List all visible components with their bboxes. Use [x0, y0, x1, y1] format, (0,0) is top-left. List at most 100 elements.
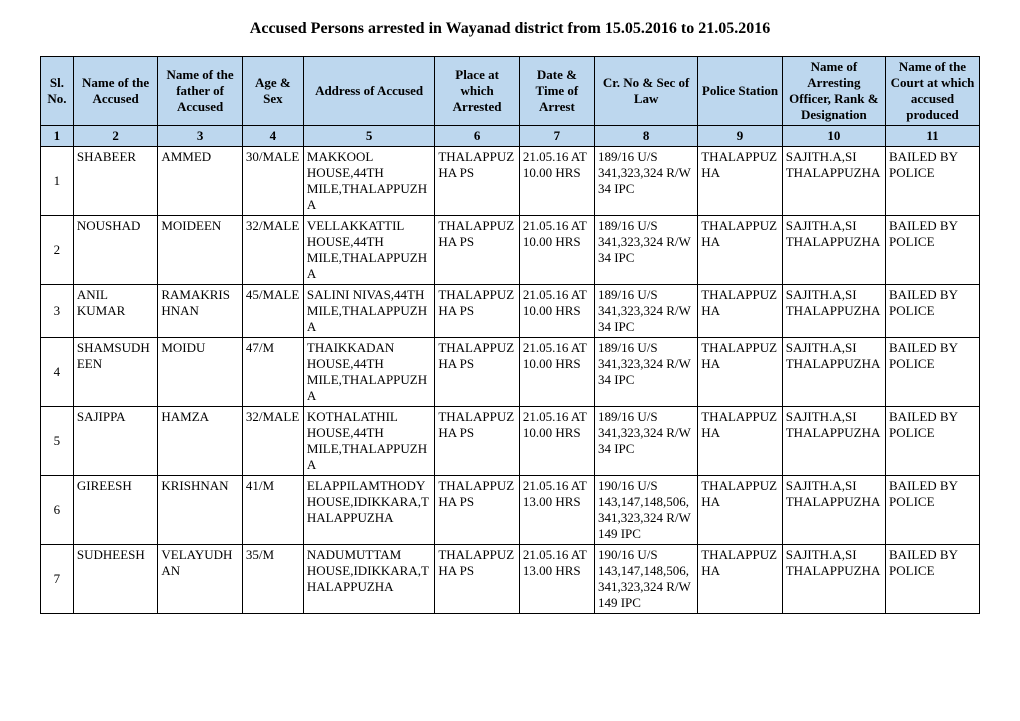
cell-dt: 21.05.16 AT 10.00 HRS	[519, 407, 594, 476]
cell-officer: SAJITH.A,SI THALAPPUZHA	[782, 407, 885, 476]
table-body: 1SHABEERAMMED30/MALEMAKKOOL HOUSE,44TH M…	[41, 147, 980, 614]
cell-addr: MAKKOOL HOUSE,44TH MILE,THALAPPUZHA	[303, 147, 434, 216]
cell-father: RAMAKRISHNAN	[158, 285, 243, 338]
cell-dt: 21.05.16 AT 10.00 HRS	[519, 285, 594, 338]
table-row: 4SHAMSUDHEENMOIDU47/MTHAIKKADAN HOUSE,44…	[41, 338, 980, 407]
cell-court: BAILED BY POLICE	[886, 407, 980, 476]
cell-name: SHAMSUDHEEN	[73, 338, 158, 407]
col-father: Name of the father of Accused	[158, 57, 243, 126]
cell-age: 35/M	[242, 545, 303, 614]
col-name: Name of the Accused	[73, 57, 158, 126]
cell-officer: SAJITH.A,SI THALAPPUZHA	[782, 476, 885, 545]
cell-officer: SAJITH.A,SI THALAPPUZHA	[782, 338, 885, 407]
col-dt: Date & Time of Arrest	[519, 57, 594, 126]
cell-name: ANIL KUMAR	[73, 285, 158, 338]
cell-ps: THALAPPUZHA	[698, 216, 783, 285]
col-sl: Sl. No.	[41, 57, 74, 126]
col-ps: Police Station	[698, 57, 783, 126]
table-row: 3ANIL KUMARRAMAKRISHNAN45/MALESALINI NIV…	[41, 285, 980, 338]
cell-court: BAILED BY POLICE	[886, 476, 980, 545]
cell-sl: 6	[41, 476, 74, 545]
cell-father: MOIDEEN	[158, 216, 243, 285]
col-addr: Address of Accused	[303, 57, 434, 126]
header-row: Sl. No. Name of the Accused Name of the …	[41, 57, 980, 126]
cell-officer: SAJITH.A,SI THALAPPUZHA	[782, 285, 885, 338]
cell-father: HAMZA	[158, 407, 243, 476]
cell-court: BAILED BY POLICE	[886, 285, 980, 338]
cell-place: THALAPPUZHA PS	[435, 285, 520, 338]
cell-age: 30/MALE	[242, 147, 303, 216]
cell-cr: 189/16 U/S 341,323,324 R/W 34 IPC	[594, 407, 697, 476]
cell-cr: 189/16 U/S 341,323,324 R/W 34 IPC	[594, 216, 697, 285]
cell-court: BAILED BY POLICE	[886, 216, 980, 285]
cell-officer: SAJITH.A,SI THALAPPUZHA	[782, 545, 885, 614]
cell-name: NOUSHAD	[73, 216, 158, 285]
cell-dt: 21.05.16 AT 13.00 HRS	[519, 545, 594, 614]
colnum: 9	[698, 126, 783, 147]
cell-age: 41/M	[242, 476, 303, 545]
cell-place: THALAPPUZHA PS	[435, 407, 520, 476]
cell-father: MOIDU	[158, 338, 243, 407]
cell-ps: THALAPPUZHA	[698, 407, 783, 476]
colnum: 6	[435, 126, 520, 147]
cell-sl: 4	[41, 338, 74, 407]
cell-sl: 7	[41, 545, 74, 614]
table-row: 5SAJIPPAHAMZA32/MALEKOTHALATHIL HOUSE,44…	[41, 407, 980, 476]
cell-age: 32/MALE	[242, 216, 303, 285]
cell-dt: 21.05.16 AT 10.00 HRS	[519, 147, 594, 216]
colnum: 5	[303, 126, 434, 147]
cell-name: GIREESH	[73, 476, 158, 545]
col-court: Name of the Court at which accused produ…	[886, 57, 980, 126]
cell-age: 45/MALE	[242, 285, 303, 338]
cell-ps: THALAPPUZHA	[698, 476, 783, 545]
col-officer: Name of Arresting Officer, Rank & Design…	[782, 57, 885, 126]
cell-cr: 189/16 U/S 341,323,324 R/W 34 IPC	[594, 338, 697, 407]
cell-place: THALAPPUZHA PS	[435, 545, 520, 614]
cell-sl: 2	[41, 216, 74, 285]
colnum: 11	[886, 126, 980, 147]
cell-officer: SAJITH.A,SI THALAPPUZHA	[782, 147, 885, 216]
table-row: 6GIREESHKRISHNAN41/MELAPPILAMTHODY HOUSE…	[41, 476, 980, 545]
page-title: Accused Persons arrested in Wayanad dist…	[40, 20, 980, 38]
cell-addr: SALINI NIVAS,44TH MILE,THALAPPUZHA	[303, 285, 434, 338]
arrest-table: Sl. No. Name of the Accused Name of the …	[40, 56, 980, 614]
cell-age: 47/M	[242, 338, 303, 407]
cell-addr: ELAPPILAMTHODY HOUSE,IDIKKARA,THALAPPUZH…	[303, 476, 434, 545]
table-row: 7SUDHEESHVELAYUDHAN35/MNADUMUTTAM HOUSE,…	[41, 545, 980, 614]
cell-place: THALAPPUZHA PS	[435, 476, 520, 545]
colnum: 4	[242, 126, 303, 147]
number-row: 1 2 3 4 5 6 7 8 9 10 11	[41, 126, 980, 147]
cell-father: VELAYUDHAN	[158, 545, 243, 614]
cell-age: 32/MALE	[242, 407, 303, 476]
cell-addr: VELLAKKATTIL HOUSE,44TH MILE,THALAPPUZHA	[303, 216, 434, 285]
cell-dt: 21.05.16 AT 13.00 HRS	[519, 476, 594, 545]
cell-dt: 21.05.16 AT 10.00 HRS	[519, 338, 594, 407]
cell-addr: NADUMUTTAM HOUSE,IDIKKARA,THALAPPUZHA	[303, 545, 434, 614]
cell-place: THALAPPUZHA PS	[435, 338, 520, 407]
col-place: Place at which Arrested	[435, 57, 520, 126]
cell-place: THALAPPUZHA PS	[435, 216, 520, 285]
colnum: 3	[158, 126, 243, 147]
table-row: 2NOUSHADMOIDEEN32/MALEVELLAKKATTIL HOUSE…	[41, 216, 980, 285]
colnum: 1	[41, 126, 74, 147]
colnum: 7	[519, 126, 594, 147]
cell-sl: 3	[41, 285, 74, 338]
cell-dt: 21.05.16 AT 10.00 HRS	[519, 216, 594, 285]
col-age: Age & Sex	[242, 57, 303, 126]
cell-father: KRISHNAN	[158, 476, 243, 545]
colnum: 10	[782, 126, 885, 147]
cell-sl: 1	[41, 147, 74, 216]
cell-cr: 190/16 U/S 143,147,148,506,341,323,324 R…	[594, 476, 697, 545]
cell-cr: 189/16 U/S 341,323,324 R/W 34 IPC	[594, 147, 697, 216]
col-cr: Cr. No & Sec of Law	[594, 57, 697, 126]
cell-addr: THAIKKADAN HOUSE,44TH MILE,THALAPPUZHA	[303, 338, 434, 407]
cell-father: AMMED	[158, 147, 243, 216]
cell-name: SUDHEESH	[73, 545, 158, 614]
table-row: 1SHABEERAMMED30/MALEMAKKOOL HOUSE,44TH M…	[41, 147, 980, 216]
cell-ps: THALAPPUZHA	[698, 285, 783, 338]
cell-ps: THALAPPUZHA	[698, 545, 783, 614]
cell-court: BAILED BY POLICE	[886, 338, 980, 407]
cell-cr: 189/16 U/S 341,323,324 R/W 34 IPC	[594, 285, 697, 338]
cell-court: BAILED BY POLICE	[886, 147, 980, 216]
cell-name: SHABEER	[73, 147, 158, 216]
